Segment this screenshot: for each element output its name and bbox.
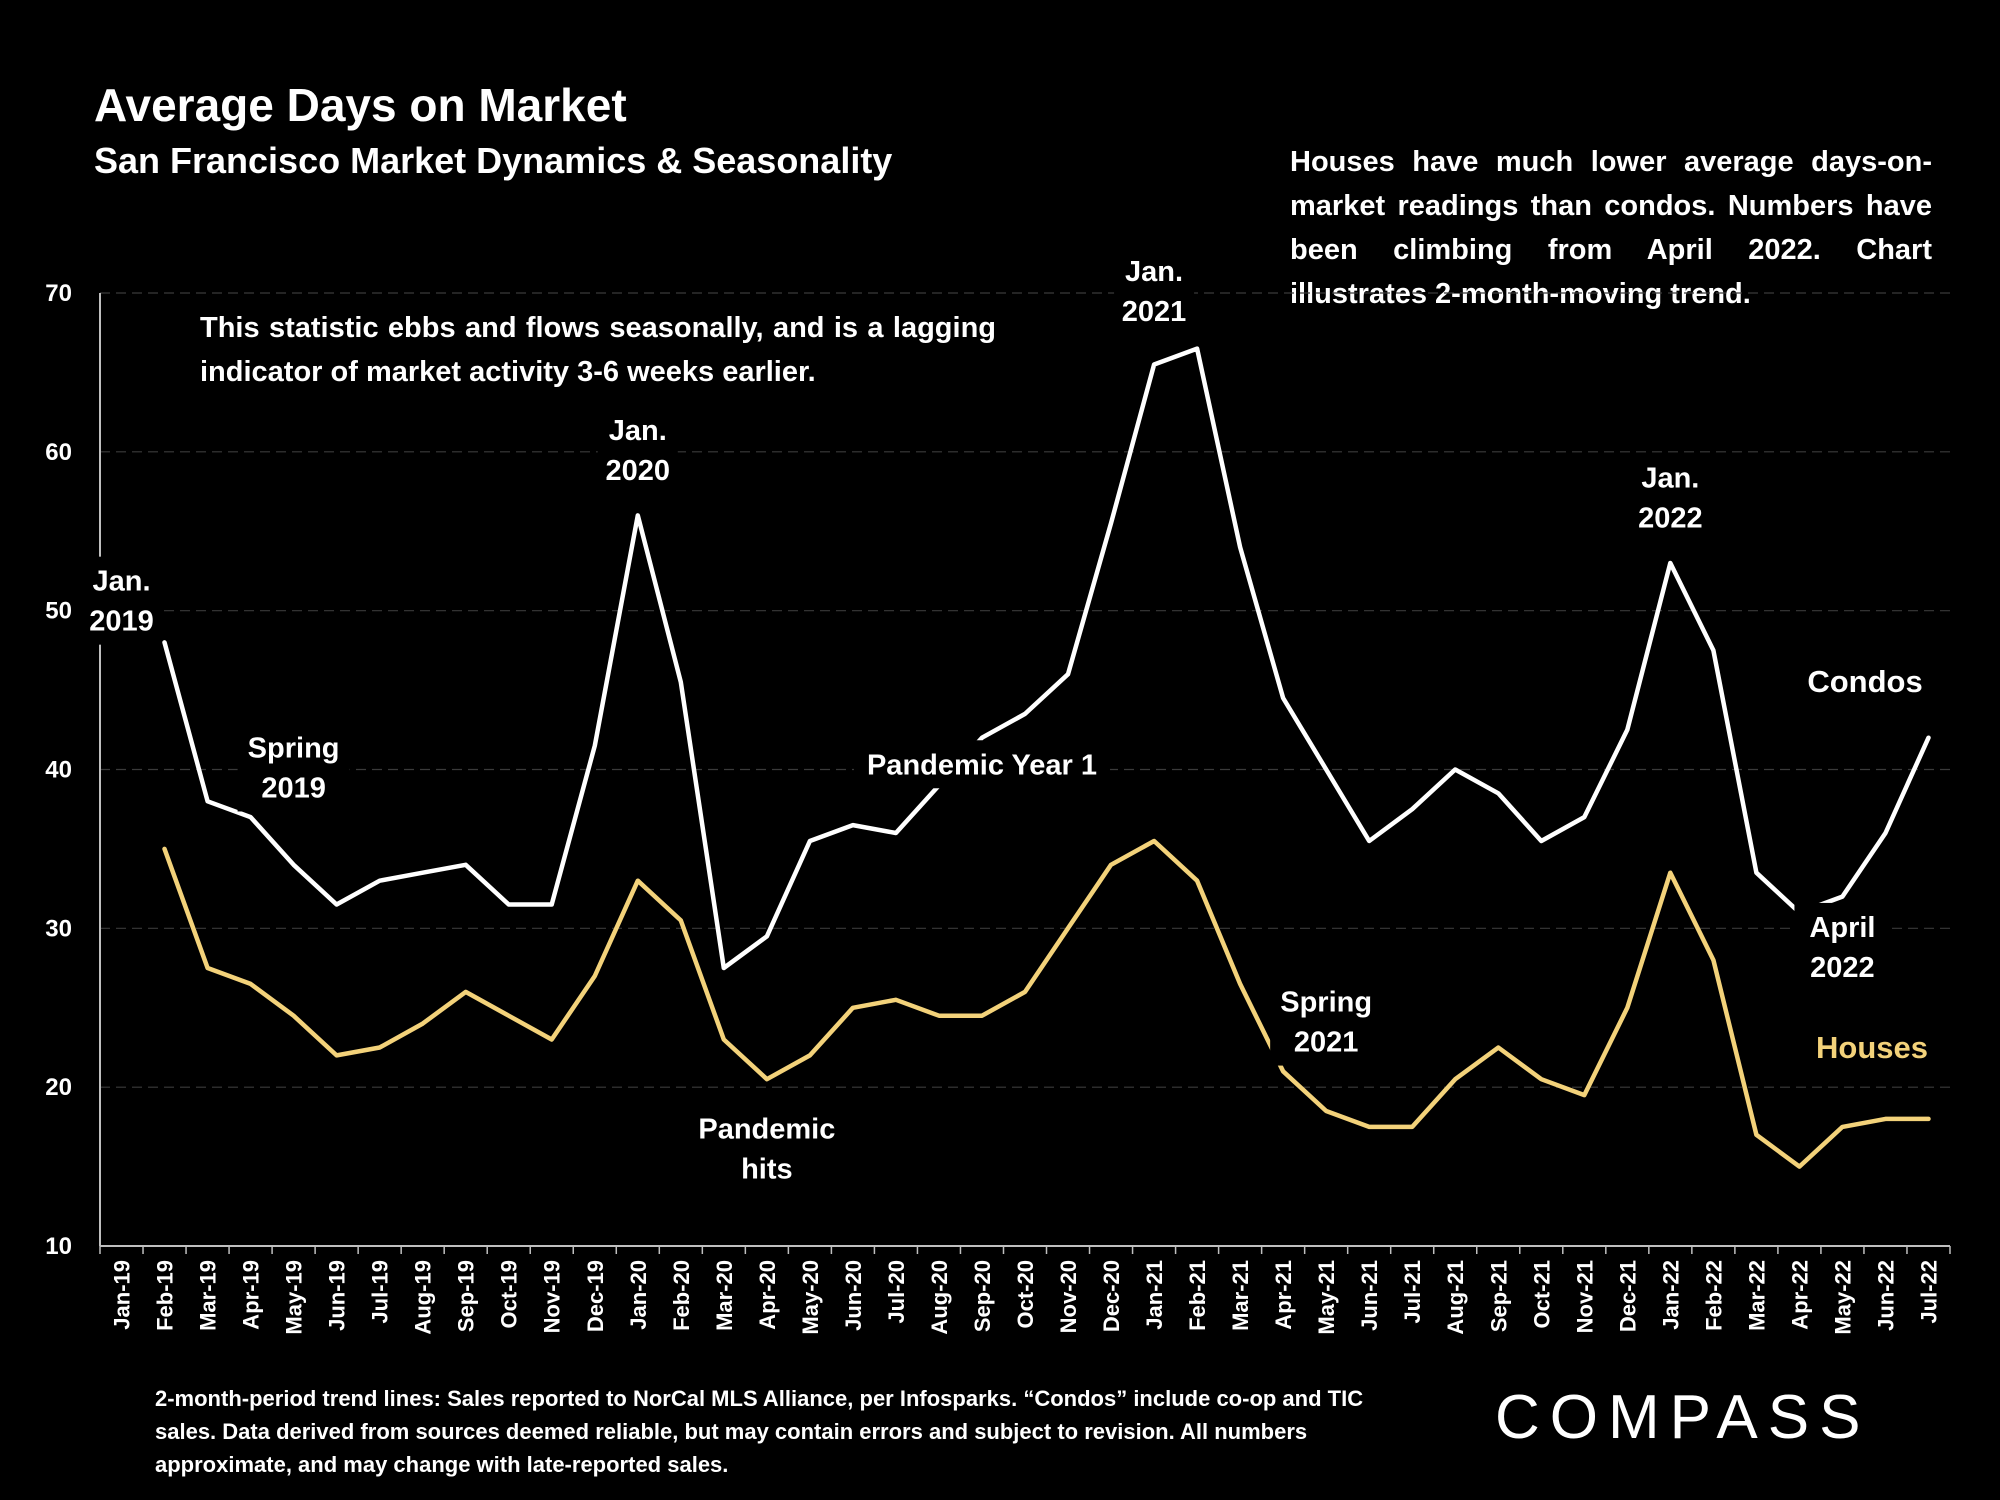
- x-tick-label-Jan-19: Jan-19: [110, 1260, 135, 1330]
- x-tick-label-Nov-19: Nov-19: [540, 1260, 565, 1333]
- annotation-background: [1794, 902, 1891, 991]
- y-tick-label-50: 50: [45, 598, 72, 625]
- x-tick-label-May-19: May-19: [282, 1260, 307, 1335]
- compass-logo: COMPASS: [1495, 1383, 1871, 1452]
- x-tick-label-Jul-20: Jul-20: [884, 1260, 909, 1324]
- annotation-background: [1630, 453, 1711, 542]
- x-tick-label-Apr-19: Apr-19: [239, 1260, 264, 1330]
- annotation-label: Jan.: [1641, 462, 1699, 494]
- x-tick-label-Mar-19: Mar-19: [196, 1260, 221, 1331]
- x-tick-label-Oct-21: Oct-21: [1529, 1260, 1554, 1328]
- x-tick-label-Jul-19: Jul-19: [368, 1260, 393, 1324]
- chart-title: Average Days on Market: [94, 79, 627, 131]
- x-tick-label-Jun-20: Jun-20: [841, 1260, 866, 1331]
- y-tick-label-10: 10: [45, 1233, 72, 1260]
- x-tick-label-Nov-21: Nov-21: [1572, 1260, 1597, 1333]
- x-tick-label-Apr-22: Apr-22: [1787, 1260, 1812, 1330]
- series-label-condos: Condos: [1807, 664, 1922, 699]
- annotation-label: hits: [741, 1154, 793, 1186]
- x-tick-label-Dec-21: Dec-21: [1615, 1260, 1640, 1332]
- x-axis-tick-labels: Jan-19 Feb-19 Mar-19 Apr-19 May-19 Jun-19 Jul-…: [110, 1260, 1942, 1335]
- x-tick-label-Feb-22: Feb-22: [1701, 1260, 1726, 1331]
- x-tick-label-Jun-19: Jun-19: [325, 1260, 350, 1331]
- annotation-label: 2022: [1810, 952, 1875, 984]
- x-tick-label-Mar-22: Mar-22: [1744, 1260, 1769, 1331]
- annotation-label: Pandemic Year 1: [867, 749, 1097, 781]
- y-tick-label-70: 70: [45, 280, 72, 307]
- footnote: 2-month-period trend lines: Sales report…: [155, 1386, 1364, 1477]
- y-tick-label-40: 40: [45, 757, 72, 784]
- x-tick-label-Nov-20: Nov-20: [1056, 1260, 1081, 1333]
- x-tick-label-Feb-20: Feb-20: [669, 1260, 694, 1331]
- x-tick-label-Sep-21: Sep-21: [1486, 1260, 1511, 1332]
- annotations: Jan. 2019 Spring 2019 Jan. 2020 Pandemic hits Pa…: [81, 246, 1891, 1193]
- gridlines: [100, 292, 1950, 1088]
- commentary-left: This statistic ebbs and flows seasonally…: [200, 312, 996, 388]
- x-tick-label-Mar-20: Mar-20: [712, 1260, 737, 1331]
- annotation-label: 2022: [1638, 502, 1703, 534]
- series-line-condos: [162, 346, 1931, 971]
- annotation-background: [237, 723, 350, 812]
- annotation-label: Jan.: [1125, 256, 1183, 288]
- annotation-label: 2019: [89, 606, 154, 638]
- annotation-background: [1270, 977, 1383, 1066]
- x-tick-label-Apr-20: Apr-20: [755, 1260, 780, 1330]
- x-tick-label-Jan-21: Jan-21: [1142, 1260, 1167, 1330]
- series-label-houses: Houses: [1816, 1030, 1928, 1065]
- x-tick-label-May-21: May-21: [1314, 1260, 1339, 1335]
- annotation-label: 2021: [1294, 1027, 1359, 1059]
- x-tick-label-Jul-21: Jul-21: [1400, 1260, 1425, 1324]
- y-tick-label-30: 30: [45, 915, 72, 942]
- annotation-label: Jan.: [92, 566, 150, 598]
- annotation-label: Pandemic: [698, 1114, 835, 1146]
- x-tick-label-Jan-22: Jan-22: [1658, 1260, 1683, 1330]
- annotation-label: 2021: [1122, 296, 1187, 328]
- x-tick-label-Mar-21: Mar-21: [1228, 1260, 1253, 1331]
- annotation-background: [694, 1104, 839, 1193]
- x-tick-label-Jun-22: Jun-22: [1873, 1260, 1898, 1331]
- annotation-label: 2019: [261, 772, 326, 804]
- x-tick-label-May-20: May-20: [798, 1260, 823, 1335]
- chart-subtitle: San Francisco Market Dynamics & Seasonal…: [94, 140, 893, 181]
- series-line-houses: [162, 838, 1931, 1169]
- x-tick-label-Aug-19: Aug-19: [411, 1260, 436, 1335]
- x-tick-label-Aug-20: Aug-20: [927, 1260, 952, 1335]
- annotation-label: Spring: [1280, 987, 1372, 1019]
- x-tick-label-Dec-20: Dec-20: [1099, 1260, 1124, 1332]
- x-tick-label-Jul-22: Jul-22: [1916, 1260, 1941, 1324]
- x-tick-label-May-22: May-22: [1830, 1260, 1855, 1335]
- x-tick-label-Dec-19: Dec-19: [583, 1260, 608, 1332]
- x-tick-label-Oct-20: Oct-20: [1013, 1260, 1038, 1328]
- annotation-background: [81, 556, 162, 645]
- series-labels: Condos Houses: [1807, 664, 1928, 1065]
- y-tick-label-60: 60: [45, 439, 72, 466]
- annotation-label: April: [1809, 912, 1875, 944]
- x-tick-label-Sep-19: Sep-19: [454, 1260, 479, 1332]
- x-tick-label-Oct-19: Oct-19: [497, 1260, 522, 1328]
- annotation-label: 2020: [606, 455, 671, 487]
- series-lines: [162, 346, 1931, 1169]
- annotation-background: [1114, 246, 1195, 335]
- annotation-background: [597, 405, 678, 494]
- y-tick-label-20: 20: [45, 1074, 72, 1101]
- x-tick-label-Apr-21: Apr-21: [1271, 1260, 1296, 1330]
- annotation-label: Jan.: [609, 415, 667, 447]
- x-tick-label-Feb-19: Feb-19: [153, 1260, 178, 1331]
- commentary-right: Houses have much lower average days-on-m…: [1290, 146, 1932, 310]
- x-tick-label-Jan-20: Jan-20: [626, 1260, 651, 1330]
- x-tick-label-Jun-21: Jun-21: [1357, 1260, 1382, 1331]
- y-axis-tick-labels: 10 20 30 40 50 60 70: [45, 280, 72, 1260]
- x-tick-label-Aug-21: Aug-21: [1443, 1260, 1468, 1335]
- annotation-label: Spring: [248, 732, 340, 764]
- axes: [99, 293, 1951, 1254]
- x-tick-label-Feb-21: Feb-21: [1185, 1260, 1210, 1331]
- annotation-background: [853, 740, 1110, 789]
- x-tick-label-Sep-20: Sep-20: [970, 1260, 995, 1332]
